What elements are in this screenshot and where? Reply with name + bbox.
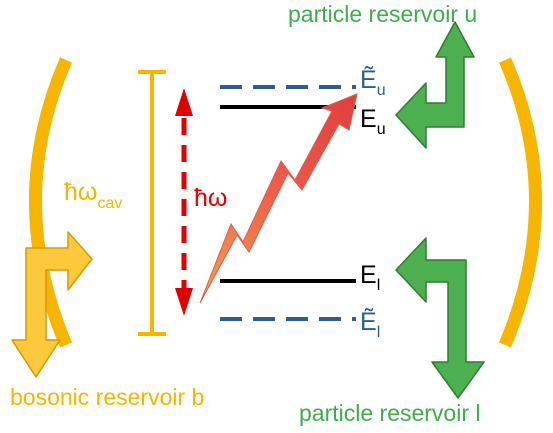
cavity-energy-label: ħωcav [64, 178, 122, 212]
level-u-label: Eu [360, 105, 386, 138]
photon-energy-arrow [175, 88, 193, 316]
reservoir-l-label: particle reservoir l [299, 400, 481, 426]
reservoir-u-arrow [395, 21, 475, 149]
reservoir-b-label: bosonic reservoir b [10, 384, 204, 410]
photon-zigzag-arrow [199, 93, 358, 304]
reservoir-l-arrow [395, 237, 485, 399]
reservoir-u-label: particle reservoir u [288, 1, 477, 27]
reservoir-b-arrow [11, 231, 93, 378]
right-cavity-mirror [499, 57, 542, 348]
level-l-dressed-label: Ẽl [360, 307, 380, 341]
level-l-label: El [360, 261, 380, 294]
cavity-energy-bracket [138, 70, 166, 336]
photon-energy-label: ħω [194, 184, 227, 212]
level-u-dressed-label: Ẽu [360, 65, 386, 99]
left-cavity-mirror [29, 57, 72, 348]
